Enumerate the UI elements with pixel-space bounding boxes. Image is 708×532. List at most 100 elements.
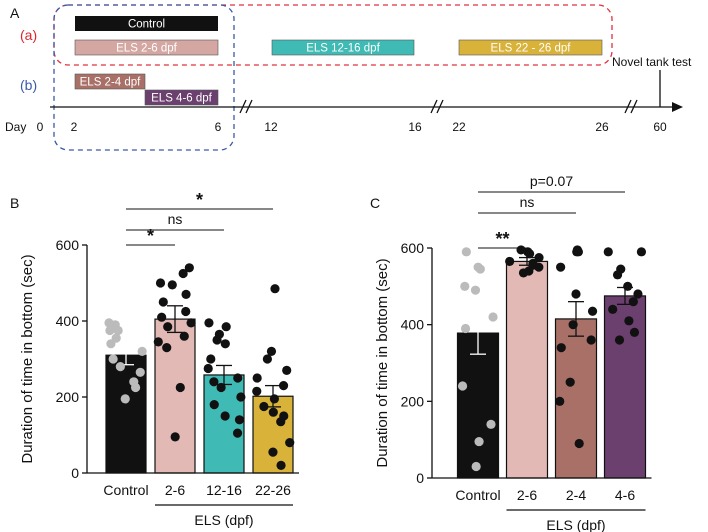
significance-label: ns xyxy=(520,194,535,210)
data-point xyxy=(460,281,470,291)
data-point xyxy=(565,377,575,387)
data-point xyxy=(285,438,295,448)
group-a-border xyxy=(53,4,613,66)
x-tick-label: 2-6 xyxy=(165,482,185,498)
panel-c-label: C xyxy=(370,195,380,211)
timeline-bar-5 xyxy=(144,89,219,106)
data-point xyxy=(181,289,191,299)
data-point xyxy=(586,335,596,345)
data-point xyxy=(252,386,262,396)
y-tick-label: 600 xyxy=(401,240,425,256)
data-point xyxy=(236,392,246,402)
data-point xyxy=(155,278,166,288)
timeline-bar-1 xyxy=(74,39,219,56)
data-point xyxy=(216,382,226,393)
bar-Control xyxy=(456,332,500,479)
day-tick-60: 60 xyxy=(653,120,667,134)
x-tick-label: Control xyxy=(455,487,500,503)
timeline-bars: Control ELS 2-6 dpf ELS 12-16 dpf ELS 22 - … xyxy=(74,16,603,106)
data-point xyxy=(204,318,214,328)
significance-label: p=0.07 xyxy=(530,173,573,189)
panel-a-label: A xyxy=(10,5,20,21)
data-point xyxy=(628,297,638,307)
x-tick-label: 22-26 xyxy=(255,482,291,498)
day-tick-2: 2 xyxy=(71,120,78,134)
chart-b: 0 200 400 600 Duration of time in bottom (se… xyxy=(19,190,299,528)
data-point xyxy=(470,285,481,295)
timeline-bar-4 xyxy=(74,73,146,90)
y-tick-label: 200 xyxy=(56,389,80,405)
data-point xyxy=(232,428,243,438)
data-point xyxy=(525,249,535,259)
data-point xyxy=(184,263,194,273)
data-point xyxy=(505,256,515,267)
x-axis-title: ELS (dpf) xyxy=(546,517,605,532)
chart-c: 0 200 400 600 Duration of time in bottom (se… xyxy=(374,173,652,532)
data-point xyxy=(571,289,581,299)
timeline-bar-label-3: ELS 22 - 26 dpf xyxy=(491,43,572,55)
timeline-bar-label-4: ELS 2-4 dpf xyxy=(80,77,142,89)
data-point xyxy=(175,382,185,393)
data-point xyxy=(276,460,286,470)
y-axis-title: Duration of time in bottom (sec) xyxy=(374,258,391,467)
timeline-bar-label-2: ELS 12-16 dpf xyxy=(306,43,380,55)
data-point xyxy=(612,270,623,280)
data-point xyxy=(120,394,130,404)
data-point xyxy=(534,252,544,263)
data-point xyxy=(178,268,188,279)
data-point xyxy=(636,247,647,257)
data-point xyxy=(624,316,634,326)
y-tick-label: 400 xyxy=(56,313,80,329)
y-tick-label: 400 xyxy=(401,317,425,333)
data-point xyxy=(206,354,216,364)
data-point xyxy=(167,280,177,290)
data-point xyxy=(461,247,471,257)
data-point xyxy=(471,461,481,472)
x-tick-label: 2-6 xyxy=(517,487,537,503)
panel-b-label: B xyxy=(10,195,19,211)
day-tick-22: 22 xyxy=(452,120,466,134)
data-point xyxy=(266,346,277,356)
bar-12-16 xyxy=(203,374,245,474)
data-point xyxy=(587,306,598,316)
data-point xyxy=(233,373,243,383)
bar-2-6 xyxy=(505,260,549,479)
data-point xyxy=(603,247,613,257)
timeline-bar-label-5: ELS 4-6 dpf xyxy=(151,93,213,105)
data-point xyxy=(130,382,141,393)
data-point xyxy=(220,411,230,421)
timeline-bar-2 xyxy=(271,39,415,56)
data-point xyxy=(105,325,115,336)
data-point xyxy=(181,306,191,317)
day-tick-12: 12 xyxy=(264,120,278,134)
data-point xyxy=(212,335,222,345)
data-point xyxy=(262,354,272,364)
axis-breaks xyxy=(239,99,638,114)
y-tick-label: 0 xyxy=(416,470,424,486)
data-point xyxy=(108,354,118,364)
data-point xyxy=(209,377,219,387)
data-point xyxy=(608,304,618,314)
day-tick-0: 0 xyxy=(37,120,44,134)
data-point xyxy=(614,335,625,345)
novel-tank-label: Novel tank test xyxy=(612,55,692,69)
data-point xyxy=(234,415,245,425)
x-tick-label: 4-6 xyxy=(615,487,635,503)
data-point xyxy=(135,367,145,377)
data-point xyxy=(186,318,196,328)
significance-label: * xyxy=(147,226,154,246)
timeline-bar-3 xyxy=(458,39,603,56)
data-point xyxy=(106,339,116,349)
data-point xyxy=(137,346,147,356)
data-point xyxy=(282,365,292,375)
y-tick-label: 200 xyxy=(401,393,425,409)
data-point xyxy=(221,322,231,332)
x-tick-label: Control xyxy=(103,482,148,498)
bar-4-6 xyxy=(603,295,647,479)
significance-label: * xyxy=(196,190,203,210)
data-point xyxy=(534,262,544,272)
data-point xyxy=(457,381,468,391)
data-point xyxy=(113,325,123,336)
data-point xyxy=(268,407,278,417)
data-point xyxy=(573,247,583,257)
